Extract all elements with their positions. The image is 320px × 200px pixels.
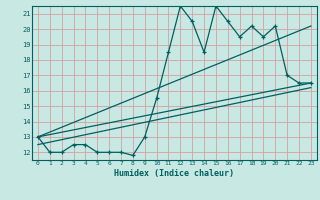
X-axis label: Humidex (Indice chaleur): Humidex (Indice chaleur) — [115, 169, 234, 178]
